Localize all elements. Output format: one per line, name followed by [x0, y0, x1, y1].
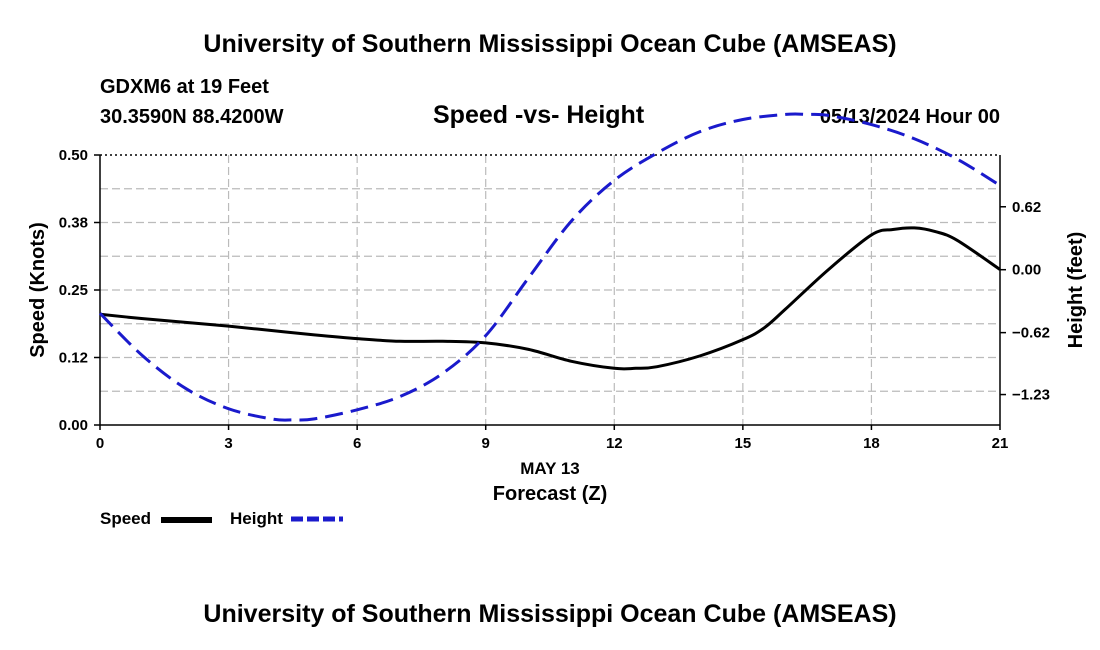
y2-tick-label: 0.62: [1012, 199, 1041, 216]
x-tick-label: 6: [353, 435, 361, 452]
legend-height-swatch: [291, 516, 343, 522]
y2-tick-label: 0.00: [1012, 262, 1041, 279]
x-axis-date-label: MAY 13: [520, 459, 580, 478]
y-tick-label: 0.00: [59, 417, 88, 434]
speed-series-line: [99, 226, 1001, 371]
station-name: GDXM6 at 19 Feet: [100, 76, 269, 98]
x-tick-label: 15: [735, 435, 752, 452]
chart-title: University of Southern Mississippi Ocean…: [203, 30, 897, 58]
station-coords: 30.3590N 88.4200W: [100, 106, 284, 128]
y-tick-label: 0.25: [59, 282, 88, 299]
legend-speed-label: Speed: [100, 509, 152, 528]
x-tick-label: 21: [992, 435, 1009, 452]
x-tick-label: 18: [863, 435, 880, 452]
y2-tick-label: −0.62: [1012, 325, 1050, 342]
y-tick-label: 0.50: [59, 147, 88, 164]
x-tick-label: 12: [606, 435, 623, 452]
footer-title: University of Southern Mississippi Ocean…: [203, 600, 897, 628]
x-tick-label: 0: [96, 435, 104, 452]
y-axis-title: Speed (Knots): [27, 222, 49, 358]
y-tick-label: 0.38: [59, 215, 88, 232]
x-tick-label: 9: [482, 435, 490, 452]
y-tick-label: 0.12: [59, 350, 88, 367]
y2-tick-label: −1.23: [1012, 387, 1050, 404]
legend-height-label: Height: [230, 509, 283, 528]
legend-speed-swatch: [161, 517, 212, 523]
y2-axis-title: Height (feet): [1065, 232, 1087, 349]
speed-height-chart: 0 3 6 9 12 15 18 21 0.00 0.12 0.25 0.38 0.50 0.62 0.00…: [27, 112, 1087, 505]
x-axis-title: Forecast (Z): [493, 483, 607, 505]
plot-title: Speed -vs- Height: [433, 101, 645, 129]
height-series-line: [98, 112, 1001, 422]
x-tick-label: 3: [224, 435, 232, 452]
